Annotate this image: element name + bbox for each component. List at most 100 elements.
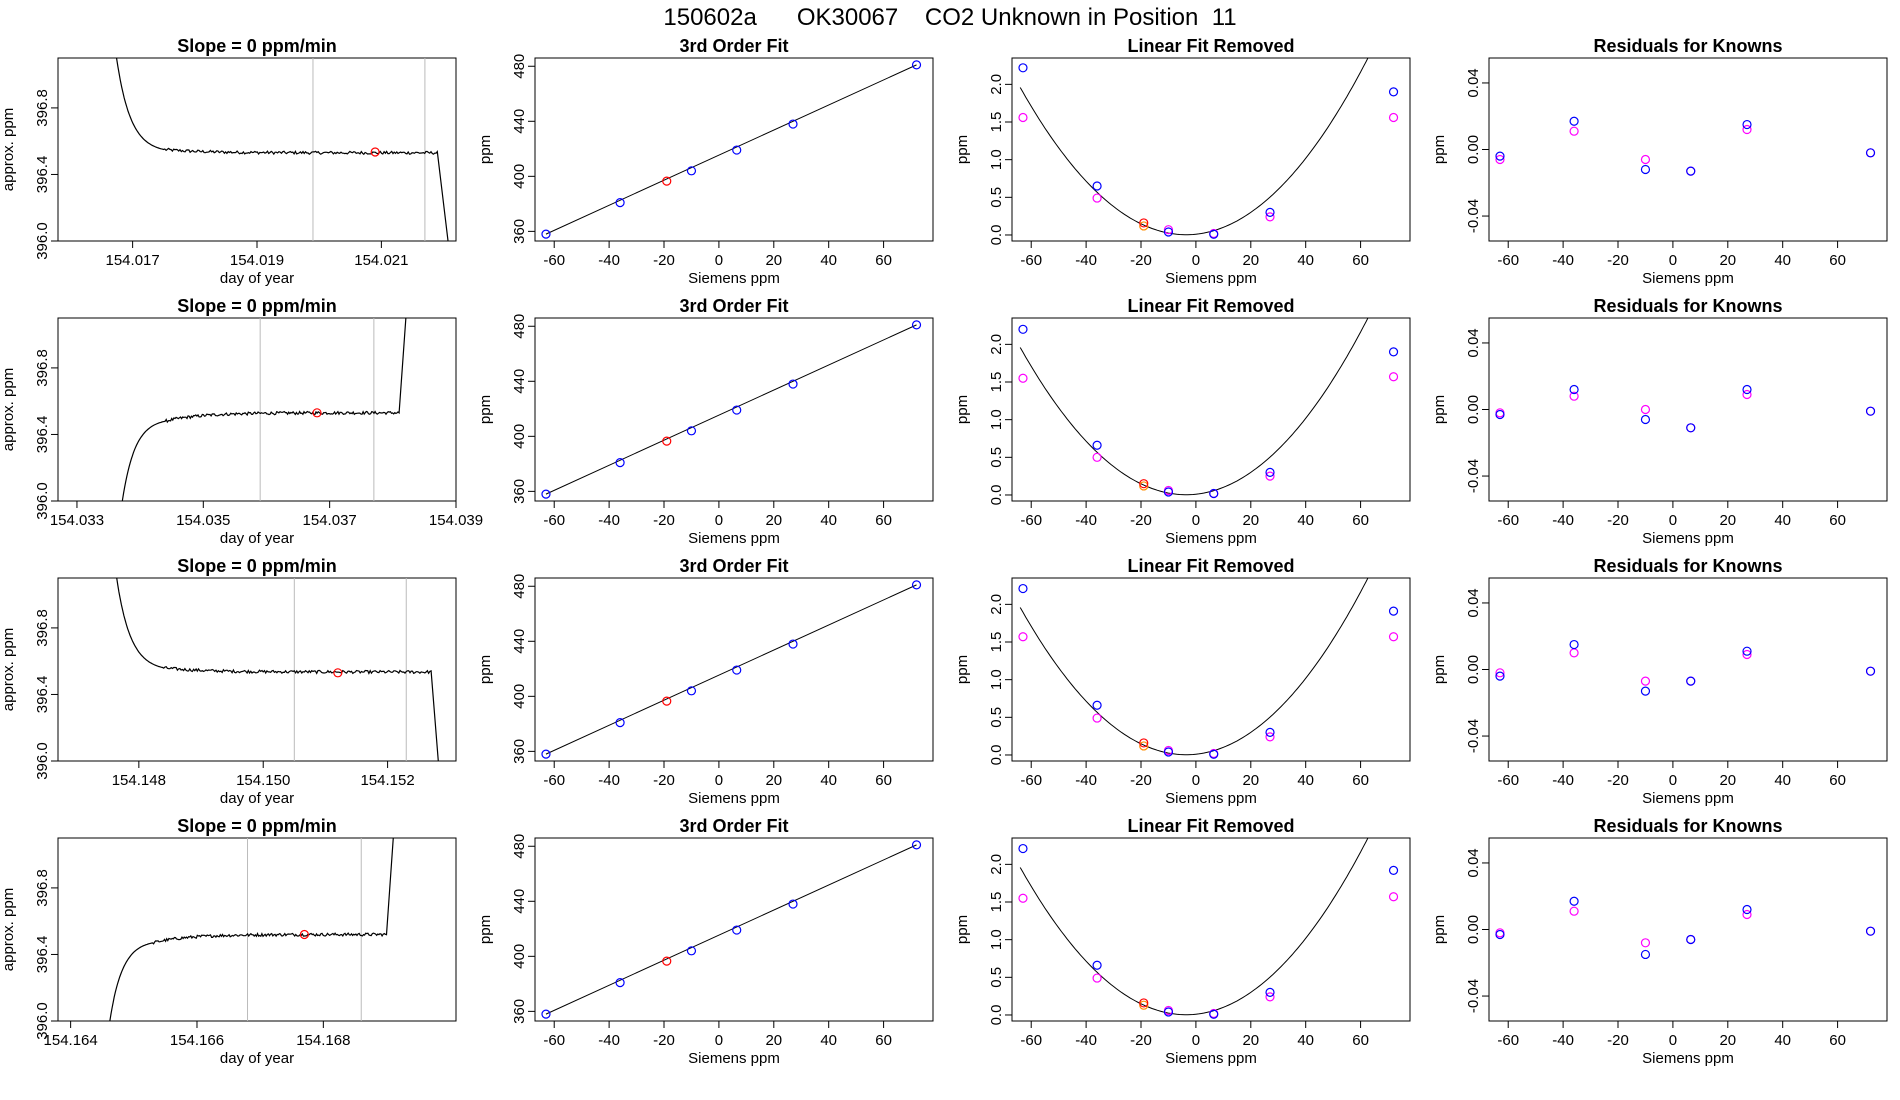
x-tick-label: -40	[1552, 772, 1574, 789]
known-point	[1388, 347, 1399, 357]
fit-line	[545, 324, 917, 495]
known-residual-point	[1569, 896, 1579, 906]
x-tick-label: -60	[543, 1032, 565, 1049]
unknown-average-point	[299, 929, 309, 940]
known-point	[1265, 467, 1275, 477]
known-residual-point	[1865, 148, 1876, 158]
y-tick-label: -0.04	[1465, 459, 1482, 493]
y-tick-label: 1.5	[988, 632, 1005, 653]
x-tick-label: -20	[1607, 512, 1629, 529]
known-point	[911, 580, 922, 590]
x-tick-label: 20	[1719, 1032, 1736, 1049]
plot-frame	[57, 317, 457, 502]
known-point	[615, 198, 625, 208]
panel-linear-row1: Linear Fit Removed -60 -40 -20 0 20 40 60 Siemen…	[954, 36, 1411, 287]
panel-title: Linear Fit Removed	[1127, 816, 1294, 836]
panel-linear-row2: Linear Fit Removed -60 -40 -20 0 20 40 60 Siemen…	[954, 296, 1411, 547]
x-tick-label: 40	[1774, 252, 1791, 269]
panel-title: Slope = 0 ppm/min	[177, 296, 337, 316]
y-tick-label: 0.04	[1465, 848, 1482, 877]
x-axis-label: day of year	[220, 530, 294, 547]
y-tick-label: 0.04	[1465, 328, 1482, 357]
known-residual-point	[1742, 904, 1752, 915]
x-axis-label: Siemens ppm	[688, 270, 780, 287]
x-tick-label: -60	[1497, 1032, 1519, 1049]
known-point	[1163, 747, 1174, 757]
fit-curve	[1019, 58, 1369, 236]
plot-area	[1495, 896, 1876, 960]
y-tick-label: 0.5	[988, 447, 1005, 468]
panel-title: Linear Fit Removed	[1127, 296, 1294, 316]
panel-title: 3rd Order Fit	[679, 816, 788, 836]
raw-residual-point	[1640, 404, 1651, 415]
known-point	[686, 946, 697, 956]
raw-residual-point	[1742, 389, 1752, 400]
x-tick-label: -60	[1020, 512, 1042, 529]
raw-point	[1265, 732, 1275, 742]
plot-frame	[57, 577, 457, 762]
fit-curve	[1019, 578, 1369, 756]
raw-point	[1018, 632, 1028, 642]
y-tick-label: 396.0	[34, 742, 51, 780]
panel-fit-row3: 3rd Order Fit -60 -40 -20 0 20 40 60 Siemens ppm…	[477, 556, 934, 807]
x-tick-label: 60	[1829, 1032, 1846, 1049]
x-tick-label: -40	[598, 772, 620, 789]
y-tick-label: 440	[511, 109, 528, 134]
y-tick-label: 480	[511, 574, 528, 599]
x-tick-label: 154.168	[296, 1032, 350, 1049]
known-residual-point	[1686, 676, 1696, 686]
x-tick-label: -20	[1130, 252, 1152, 269]
raw-residual-point	[1742, 909, 1752, 920]
x-tick-label: 0	[1192, 1032, 1200, 1049]
known-point	[686, 166, 697, 176]
y-tick-label: 0.5	[988, 967, 1005, 988]
panel-residuals-row4: Residuals for Knowns -60 -40 -20 0 20 40 60 Siem…	[1431, 816, 1888, 1067]
y-tick-label: 440	[511, 629, 528, 654]
y-tick-label: 0.5	[988, 187, 1005, 208]
known-point	[1388, 87, 1399, 97]
x-axis-label: day of year	[220, 790, 294, 807]
plot-frame	[57, 837, 457, 1022]
x-tick-label: 60	[1829, 772, 1846, 789]
plot-frame	[1488, 577, 1888, 762]
x-tick-label: -60	[1497, 772, 1519, 789]
known-residual-point	[1495, 671, 1505, 681]
y-tick-label: 396.8	[34, 349, 51, 387]
y-tick-label: 360	[511, 999, 528, 1024]
y-tick-label: 1.0	[988, 409, 1005, 430]
x-tick-label: -40	[1552, 1032, 1574, 1049]
known-residual-point	[1495, 409, 1505, 420]
known-residual-point	[1865, 666, 1876, 676]
known-residual-point	[1569, 116, 1579, 126]
x-tick-label: -40	[1075, 252, 1097, 269]
x-tick-label: 0	[1192, 512, 1200, 529]
y-tick-label: 2.0	[988, 594, 1005, 615]
known-point	[1092, 960, 1102, 970]
unknown-raw-point	[1139, 221, 1149, 231]
known-point	[1265, 727, 1275, 737]
panel-trace-row3: Slope = 0 ppm/min 154.148 154.150 154.152 da…	[0, 556, 457, 807]
x-tick-label: -40	[1075, 1032, 1097, 1049]
known-point	[541, 489, 551, 499]
panel-title: Residuals for Knowns	[1593, 296, 1782, 316]
known-point	[1092, 181, 1102, 191]
known-point	[1209, 229, 1219, 239]
panel-fit-row2: 3rd Order Fit -60 -40 -20 0 20 40 60 Siemens ppm…	[477, 296, 934, 547]
y-tick-label: -0.04	[1465, 199, 1482, 233]
trace-line	[109, 838, 394, 1021]
x-tick-label: 0	[1669, 772, 1677, 789]
plot-frame	[1488, 317, 1888, 502]
x-tick-label: -20	[1607, 252, 1629, 269]
x-tick-label: 40	[820, 1032, 837, 1049]
x-tick-label: -40	[1552, 252, 1574, 269]
raw-point	[1018, 112, 1028, 123]
y-tick-label: 1.0	[988, 669, 1005, 690]
x-tick-label: 154.166	[170, 1032, 224, 1049]
x-axis-label: Siemens ppm	[1165, 790, 1257, 807]
y-axis-label: ppm	[1431, 655, 1448, 684]
y-axis-label: ppm	[1431, 395, 1448, 424]
y-axis-label: ppm	[954, 395, 971, 424]
panel-linear-row3: Linear Fit Removed -60 -40 -20 0 20 40 60 Siemen…	[954, 556, 1411, 807]
known-point	[686, 426, 697, 436]
x-axis-label: Siemens ppm	[1165, 1050, 1257, 1067]
